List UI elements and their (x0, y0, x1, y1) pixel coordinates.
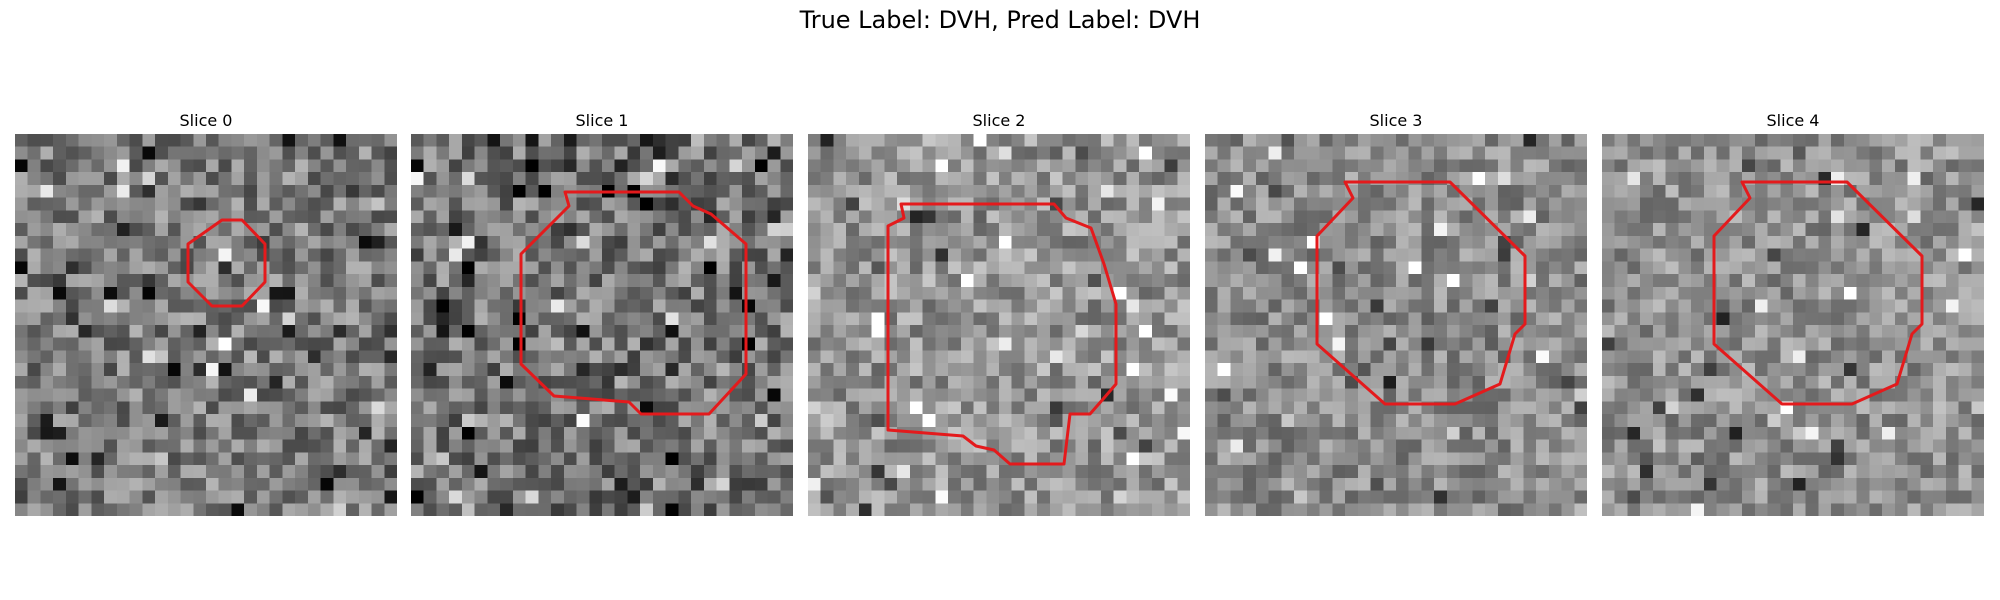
slice-pixels-0 (15, 134, 397, 516)
slice-title-1: Slice 1 (575, 111, 629, 130)
slice-panel-1: Slice 1 (410, 108, 794, 516)
slice-contour-0 (186, 218, 267, 308)
slice-contour-2 (886, 202, 1118, 466)
slice-contour-4 (1712, 180, 1924, 406)
segmentation-contour (186, 218, 267, 308)
slice-title-3: Slice 3 (1369, 111, 1423, 130)
slice-contour-3 (1315, 180, 1527, 406)
slice-contour-1 (519, 190, 748, 416)
segmentation-contour (519, 190, 748, 416)
slice-pixels-1 (411, 134, 793, 516)
slice-panel-3: Slice 3 (1204, 108, 1588, 516)
slice-panel-2: Slice 2 (807, 108, 1191, 516)
slice-image-0 (15, 134, 397, 516)
slice-panel-0: Slice 0 (14, 108, 398, 516)
figure-title: True Label: DVH, Pred Label: DVH (799, 6, 1201, 34)
slice-pixels-2 (808, 134, 1190, 516)
segmentation-contour (886, 202, 1118, 466)
slice-image-2 (808, 134, 1190, 516)
slice-panel-4: Slice 4 (1601, 108, 1985, 516)
slice-image-1 (411, 134, 793, 516)
slice-image-3 (1205, 134, 1587, 516)
slice-title-0: Slice 0 (179, 111, 233, 130)
segmentation-contour (1712, 180, 1924, 406)
slice-image-4 (1602, 134, 1984, 516)
slice-title-2: Slice 2 (972, 111, 1026, 130)
slice-title-4: Slice 4 (1766, 111, 1820, 130)
segmentation-contour (1315, 180, 1527, 406)
